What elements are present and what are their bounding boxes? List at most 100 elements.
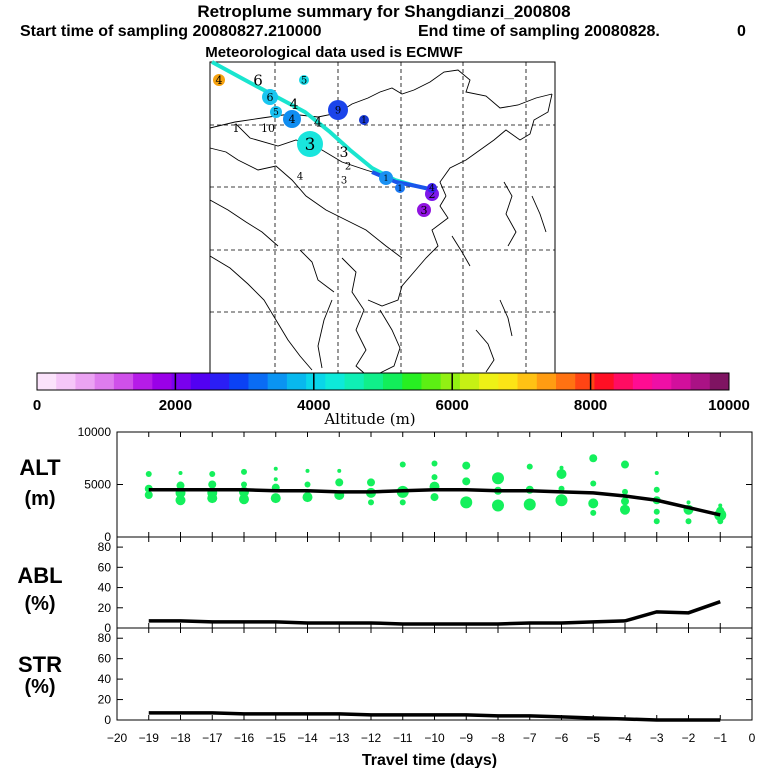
y-tick-label: 0 [104,621,111,635]
colorbar-segment [517,373,538,390]
colorbar-segment [210,373,230,390]
trajectory-marker [213,74,225,86]
colorbar-tick-label: 10000 [708,397,750,414]
altitude-point [621,460,629,469]
colorbar-segment [652,373,672,390]
panel-ylabel: (%) [24,593,55,615]
map-coastline [299,249,335,293]
colorbar-segment [306,373,326,390]
trajectory-label: 10 [261,122,275,135]
trajectory-marker [297,131,323,157]
y-tick-label: 20 [98,601,112,615]
trajectory-marker [299,75,309,85]
trajectory-label: 3 [305,135,316,155]
altitude-point [653,518,660,525]
colorbar-segment [190,373,211,390]
altitude-point [239,494,249,505]
trajectory-marker [270,106,282,118]
colorbar-segment [133,373,153,390]
y-tick-label: 10000 [78,425,112,439]
colorbar-segment [402,373,422,390]
x-tick-label: −5 [586,731,600,745]
altitude-point [431,460,438,467]
altitude-point [145,471,152,477]
trajectory-marker [262,89,278,105]
colorbar-segment [709,373,730,390]
panel-title: STR [18,652,62,677]
map-coastline [209,255,313,371]
x-axis-label: Travel time (days) [362,752,497,768]
colorbar-segment [171,373,192,390]
panel-title: ALT [19,455,61,480]
colorbar-segment [152,373,173,390]
x-tick-label: 0 [749,731,756,745]
x-tick-label: −12 [361,731,382,745]
altitude-point [241,481,247,488]
panel-title: ABL [17,563,62,588]
trajectory-marker [379,171,393,185]
map-coastline [413,69,553,109]
str-line [148,711,721,722]
colorbar-segment [536,373,557,390]
colorbar-segment [113,373,134,390]
altitude-point [559,465,564,470]
x-tick-label: −17 [202,731,223,745]
colorbar-tick-label: 4000 [297,397,330,414]
altitude-point [273,477,278,482]
trajectory-marker [427,183,437,193]
colorbar-frame [36,372,730,391]
altitude-point [368,499,374,506]
colorbar-segment [344,373,365,390]
colorbar-segment [671,373,692,390]
map-coastline [317,299,333,369]
trajectory-label: 4 [289,113,296,126]
altitude-point [492,472,504,485]
trajectory-label: 9 [335,106,341,117]
altitude-point [526,463,533,470]
x-tick-label: −20 [107,731,128,745]
map-coastline [367,195,449,307]
x-tick-label: −8 [491,731,505,745]
colorbar-tick-label: 8000 [574,397,607,414]
end-time: End time of sampling 20080828. [418,23,660,40]
altitude-point [431,474,438,481]
altitude-point [590,480,597,487]
colorbar-segment [556,373,576,390]
y-tick-label: 60 [98,560,112,574]
colorbar-segment [594,373,615,390]
y-tick-label: 40 [98,672,112,686]
altitude-point [653,508,660,515]
x-tick-label: −3 [650,731,664,745]
colorbar-segment [56,373,76,390]
trajectory-label: 5 [301,76,307,87]
x-tick-label: −9 [459,731,473,745]
altitude-point [175,495,186,506]
trajectory-label: 1 [361,116,367,126]
colorbar-segment [37,373,57,390]
map-coastline [503,181,517,247]
altitude-point [367,478,375,487]
trajectory-marker [328,100,348,120]
altitude-colorbar: 0 2000 4000 6000 8000 10000 Altitude (m) [33,372,750,428]
colorbar-tick-label: 6000 [436,397,469,414]
trajectory-label: 1 [383,174,388,183]
altitude-point [462,477,471,486]
altitude-point [305,468,310,473]
map-coastline [379,309,401,374]
altitude-point [654,470,659,475]
map-coastline [341,257,367,374]
map-frame [209,61,556,374]
colorbar-segment [248,373,269,390]
altitude-point [273,466,278,471]
altitude-point [717,518,724,525]
trajectory-label: 2 [429,188,436,201]
x-tick-label: −16 [234,731,255,745]
altitude-point [399,461,406,468]
altitude-point [621,497,629,506]
altitude-point [462,461,471,470]
altitude-point [718,503,723,508]
colorbar-label: Altitude (m) [323,410,415,428]
map-coastline [209,147,403,259]
colorbar-tick-label: 0 [33,397,41,414]
